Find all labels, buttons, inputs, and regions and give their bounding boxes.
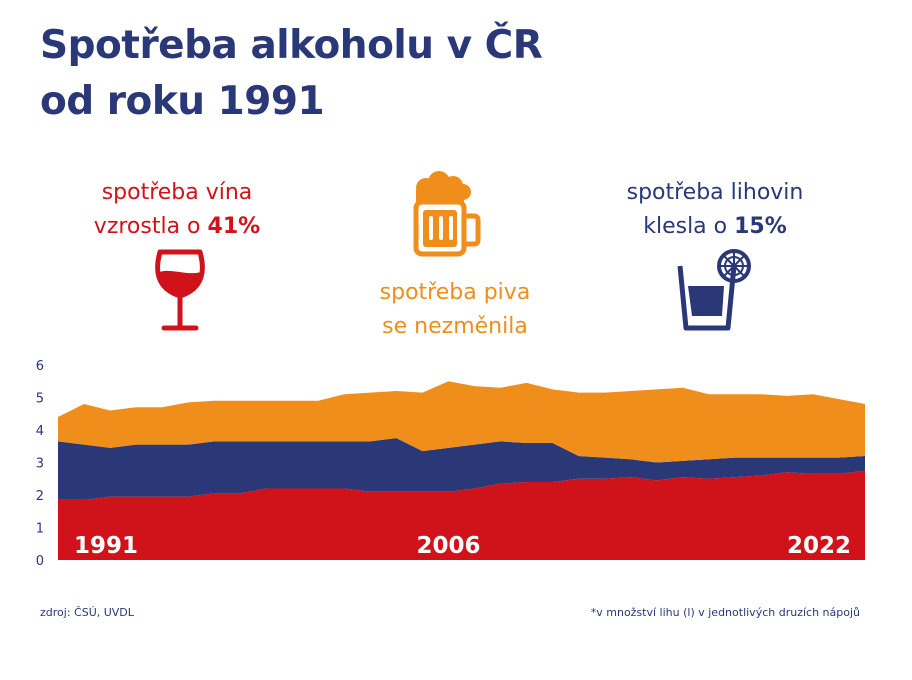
area-series-1	[58, 470, 865, 560]
wine-stat-value: 41%	[207, 214, 261, 239]
y-tick-label: 2	[36, 489, 44, 504]
consumption-area-chart: 0 1 2 3 4 5 6 1991 2006 2022	[36, 359, 865, 569]
spirits-stat-prefix: klesla o	[643, 214, 735, 239]
chart-y-axis: 0 1 2 3 4 5 6	[36, 359, 44, 569]
year-label-2006: 2006	[416, 533, 480, 559]
y-tick-label: 3	[36, 457, 44, 472]
wine-stat-prefix: vzrostla o	[93, 214, 208, 239]
page-title: Spotřeba alkoholu v ČR od roku 1991	[40, 18, 543, 130]
y-tick-label: 5	[36, 392, 44, 407]
area-series-3	[58, 381, 865, 463]
y-tick-label: 6	[36, 359, 44, 374]
wine-stat-line-2: vzrostla o 41%	[52, 210, 302, 244]
year-label-2022: 2022	[787, 533, 851, 559]
spirits-stat: spotřeba lihovin klesla o 15%	[585, 176, 845, 244]
wine-glass-icon	[155, 249, 205, 331]
year-label-1991: 1991	[74, 533, 138, 559]
chart-series-layer	[58, 381, 865, 560]
wine-stat-line-1: spotřeba vína	[101, 180, 253, 205]
spirits-stat-line-1: spotřeba lihovin	[626, 180, 804, 205]
y-tick-label: 4	[36, 424, 44, 439]
beer-mug-icon	[413, 171, 481, 257]
footnote: *v množství lihu (l) v jednotlivých druz…	[590, 606, 860, 619]
cocktail-glass-icon	[677, 249, 751, 331]
beer-stat: spotřeba piva se nezměnila	[330, 276, 580, 344]
source-note: zdroj: ČSÚ, UVDL	[40, 606, 134, 619]
beer-stat-line-1: spotřeba piva	[379, 280, 531, 305]
spirits-stat-value: 15%	[734, 214, 787, 239]
area-series-2	[58, 438, 865, 500]
y-tick-label: 0	[36, 554, 44, 569]
beer-stat-line-2: se nezměnila	[382, 314, 528, 339]
wine-stat: spotřeba vína vzrostla o 41%	[52, 176, 302, 244]
chart-year-labels: 1991 2006 2022	[74, 533, 851, 559]
title-line-1: Spotřeba alkoholu v ČR	[40, 23, 543, 68]
y-tick-label: 1	[36, 522, 44, 537]
title-line-2: od roku 1991	[40, 79, 325, 124]
spirits-stat-line-2: klesla o 15%	[585, 210, 845, 244]
